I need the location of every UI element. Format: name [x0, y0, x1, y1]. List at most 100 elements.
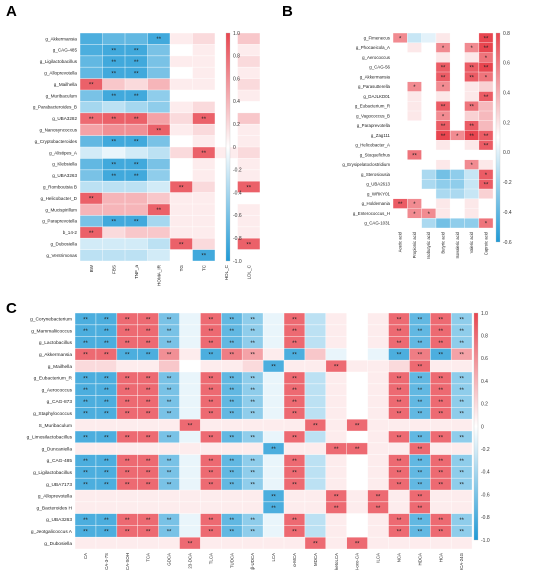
heatmap-c-cell — [325, 525, 347, 538]
colorbar-c-tick-label: 1.0 — [481, 311, 488, 317]
heatmap-b-significance-mark: * — [413, 85, 416, 91]
heatmap-c-cell — [95, 501, 117, 514]
heatmap-c-cell — [95, 537, 117, 549]
heatmap-c-row-label: g_Ligilactobacillus — [33, 470, 73, 476]
heatmap-a-cell — [125, 55, 148, 68]
heatmap-a-cell — [147, 204, 170, 216]
heatmap-c-cell — [284, 407, 305, 420]
heatmap-a-cell — [125, 158, 148, 170]
heatmap-c-cell — [367, 372, 389, 384]
heatmap-c-cell — [346, 324, 368, 337]
heatmap-a-row-label: g_Alistipes_A — [49, 150, 78, 155]
heatmap-c-cell — [304, 372, 326, 384]
heatmap-c-significance-mark: ** — [167, 435, 172, 441]
heatmap-a-cell — [80, 112, 103, 125]
heatmap-a-row-label: g_Cryptobacteroides — [35, 139, 78, 144]
heatmap-a-cell — [80, 101, 103, 113]
heatmap-a-row-label: g_Ligilactobacillus — [40, 59, 78, 64]
heatmap-c-cell — [346, 395, 368, 408]
heatmap-c-significance-mark: ** — [459, 388, 464, 394]
heatmap-b-row-label: g_UBA2613 — [366, 182, 390, 187]
heatmap-c-cell — [116, 513, 138, 526]
heatmap-b-cell — [478, 81, 494, 92]
heatmap-c-cell — [388, 313, 410, 325]
heatmap-a-cell — [80, 147, 103, 159]
heatmap-b-cell — [478, 111, 494, 121]
heatmap-c-significance-mark: ** — [438, 353, 443, 359]
heatmap-a-cell — [192, 238, 215, 250]
heatmap-b-cell — [464, 33, 479, 43]
heatmap-c-significance-mark: ** — [397, 329, 402, 335]
heatmap-c-cell — [325, 383, 347, 396]
heatmap-c-cell — [284, 383, 305, 396]
heatmap-c-cell — [325, 360, 347, 372]
heatmap-b-cell — [478, 159, 494, 170]
heatmap-c-cell — [200, 372, 222, 384]
heatmap-b-cell — [421, 218, 436, 228]
heatmap-a-cell — [80, 249, 103, 261]
heatmap-a-cell — [102, 90, 125, 102]
heatmap-c-significance-mark: ** — [209, 459, 214, 465]
heatmap-c-significance-mark: ** — [146, 483, 151, 489]
heatmap-b-cell — [478, 140, 494, 150]
heatmap-b-cell — [464, 81, 479, 92]
colorbar-a-tick-label: 0.8 — [233, 54, 240, 60]
heatmap-a-significance-mark: ** — [89, 117, 94, 123]
heatmap-b-cell — [393, 42, 408, 53]
heatmap-c-cell — [242, 513, 264, 526]
heatmap-c-cell — [284, 442, 305, 455]
heatmap-c-cell — [221, 348, 243, 361]
heatmap-c-cell — [284, 372, 305, 384]
heatmap-b-cell — [478, 218, 494, 228]
heatmap-c-significance-mark: ** — [418, 388, 423, 394]
heatmap-a-cell — [125, 78, 148, 90]
heatmap-c-cell — [221, 324, 243, 337]
heatmap-c-cell — [221, 360, 243, 372]
heatmap-b-row-label: g_DAJLKD01 — [363, 94, 390, 99]
heatmap-c-cell — [221, 313, 243, 325]
heatmap-c-cell — [409, 313, 431, 325]
heatmap-c-cell — [95, 336, 117, 349]
heatmap-c-significance-mark: ** — [418, 329, 423, 335]
heatmap-b-cell — [421, 198, 436, 209]
heatmap-c-cell — [430, 513, 452, 526]
heatmap-c-significance-mark: ** — [188, 424, 193, 430]
heatmap-c-cell — [95, 419, 117, 431]
heatmap-c-cell — [75, 324, 96, 337]
heatmap-c-significance-mark: ** — [397, 341, 402, 347]
heatmap-c-significance-mark: ** — [438, 400, 443, 406]
heatmap-c-significance-mark: ** — [292, 412, 297, 418]
heatmap-c-significance-mark: ** — [292, 459, 297, 465]
heatmap-c-cell — [346, 313, 368, 325]
heatmap-a-row-label: g_Mailhella — [54, 82, 78, 87]
heatmap-a-cell — [102, 169, 125, 182]
heatmap-c-cell — [346, 478, 368, 490]
heatmap-b-cell — [435, 42, 451, 53]
heatmap-c-significance-mark: ** — [104, 530, 109, 536]
heatmap-c-cell — [325, 407, 347, 420]
heatmap-a-cell — [102, 249, 125, 261]
heatmap-a-cell — [170, 226, 193, 239]
heatmap-c-cell — [242, 466, 264, 479]
heatmap-c-cell — [263, 490, 284, 502]
heatmap-c-cell — [95, 324, 117, 337]
heatmap-c-significance-mark: ** — [418, 353, 423, 359]
heatmap-c-significance-mark: ** — [250, 530, 255, 536]
heatmap-b-cell — [464, 62, 479, 72]
heatmap-c-cell — [200, 478, 222, 490]
heatmap-a-cell — [170, 158, 193, 170]
heatmap-c-cell — [304, 431, 326, 443]
heatmap-b-cell — [393, 52, 408, 63]
heatmap-b-cell — [464, 198, 479, 209]
heatmap-c-significance-mark: ** — [146, 400, 151, 406]
heatmap-a-row-label: g_Mucispirillum — [45, 207, 77, 212]
heatmap-c-cell — [116, 431, 138, 443]
heatmap-c-cell — [409, 336, 431, 349]
heatmap-c-significance-mark: ** — [438, 459, 443, 465]
heatmap-b-cell — [407, 72, 422, 82]
heatmap-a-cell — [102, 135, 125, 147]
heatmap-b-significance-mark: ** — [441, 124, 446, 130]
heatmap-c-cell — [242, 336, 264, 349]
heatmap-c-significance-mark: ** — [83, 400, 88, 406]
heatmap-b-cell — [421, 111, 436, 121]
